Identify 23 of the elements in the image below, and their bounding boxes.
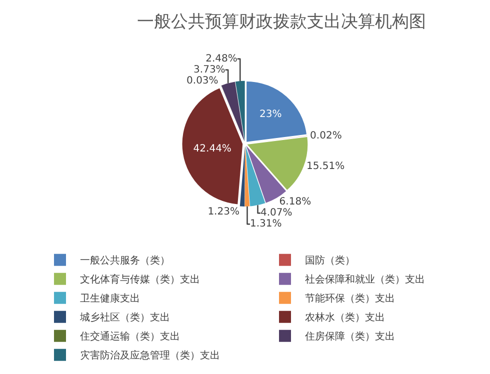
data-label: 2.48%: [206, 53, 238, 64]
legend-label: 农林水（类）支出: [305, 312, 385, 324]
data-label: 1.31%: [250, 218, 282, 230]
data-label: 6.18%: [279, 196, 312, 208]
legend-label: 卫生健康支出: [80, 292, 140, 305]
legend-label: 住房保障（类）支出: [305, 330, 395, 343]
data-label: 3.73%: [194, 64, 226, 76]
legend-label: 城乡社区（类）支出: [79, 312, 170, 324]
legend-label: 住交通运输（类）支出: [80, 330, 180, 343]
legend-label: 灾害防治及应急管理（类）支出: [80, 350, 220, 362]
legend-label: 节能环保（类）支出: [305, 292, 395, 305]
legend-label: 社会保障和就业（类）支出: [305, 274, 425, 286]
data-label: 23%: [260, 109, 282, 120]
legend-label: 国防（类）: [305, 254, 355, 267]
legend-label: 一般公共服务（类）: [80, 254, 170, 267]
data-label: 15.51%: [306, 161, 345, 172]
data-label: 0.03%: [186, 75, 218, 86]
chart-title: 一般公共预算财政拨款支出决算机构图: [137, 12, 426, 32]
legend-label: 文化体育与传媒（类）支出: [80, 274, 200, 286]
data-label: 0.02%: [310, 130, 342, 142]
data-label: 4.07%: [260, 208, 292, 219]
data-label: 42.44%: [193, 143, 232, 154]
data-label: 1.23%: [208, 206, 240, 218]
